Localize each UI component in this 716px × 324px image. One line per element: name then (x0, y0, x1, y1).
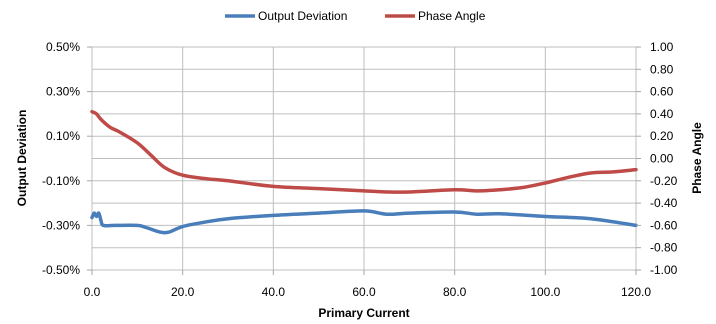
right-tick-label: -1.00 (650, 263, 678, 277)
x-axis-ticks: 0.0 20.0 40.0 60.0 80.0 100.0 120.0 (84, 270, 651, 299)
series-layer (90, 109, 638, 235)
legend-label: Phase Angle (418, 9, 486, 23)
left-tick-label: -0.50% (42, 263, 80, 277)
x-tick-label: 120.0 (621, 285, 651, 299)
x-tick-label: 60.0 (352, 285, 376, 299)
right-tick-label: 0.00 (650, 152, 674, 166)
right-tick-label: -0.80 (650, 241, 678, 255)
right-axis-ticks: 1.00 0.80 0.60 0.40 0.20 0.00 -0.20 -0.40 -0.60 -… (636, 40, 678, 277)
x-axis-title: Primary Current (318, 306, 409, 320)
right-tick-label: 0.80 (650, 62, 674, 76)
x-tick-label: 80.0 (443, 285, 467, 299)
legend-label: Output Deviation (258, 9, 347, 23)
legend: Output Deviation Phase Angle (225, 9, 486, 23)
x-tick-label: 20.0 (171, 285, 195, 299)
grid (91, 46, 637, 271)
right-tick-label: -0.20 (650, 174, 678, 188)
x-tick-label: 100.0 (530, 285, 560, 299)
right-tick-label: -0.60 (650, 218, 678, 232)
right-tick-label: 0.20 (650, 129, 674, 143)
left-tick-label: 0.50% (46, 40, 80, 54)
series-line-output-deviation (90, 209, 638, 235)
left-tick-label: 0.10% (46, 129, 80, 143)
left-tick-label: -0.30% (42, 218, 80, 232)
legend-item-output-deviation: Output Deviation (225, 9, 347, 23)
legend-item-phase-angle: Phase Angle (385, 9, 486, 23)
right-tick-label: 1.00 (650, 40, 674, 54)
right-tick-label: -0.40 (650, 196, 678, 210)
left-tick-label: -0.10% (42, 174, 80, 188)
left-axis-title: Output Deviation (15, 110, 29, 207)
right-axis-title: Phase Angle (690, 122, 704, 194)
series-line-phase-angle (90, 109, 638, 194)
right-tick-label: 0.60 (650, 85, 674, 99)
left-tick-label: 0.30% (46, 85, 80, 99)
x-tick-label: 40.0 (262, 285, 286, 299)
right-tick-label: 0.40 (650, 107, 674, 121)
x-tick-label: 0.0 (84, 285, 101, 299)
left-axis-ticks: 0.50% 0.30% 0.10% -0.10% -0.30% -0.50% (42, 40, 92, 277)
